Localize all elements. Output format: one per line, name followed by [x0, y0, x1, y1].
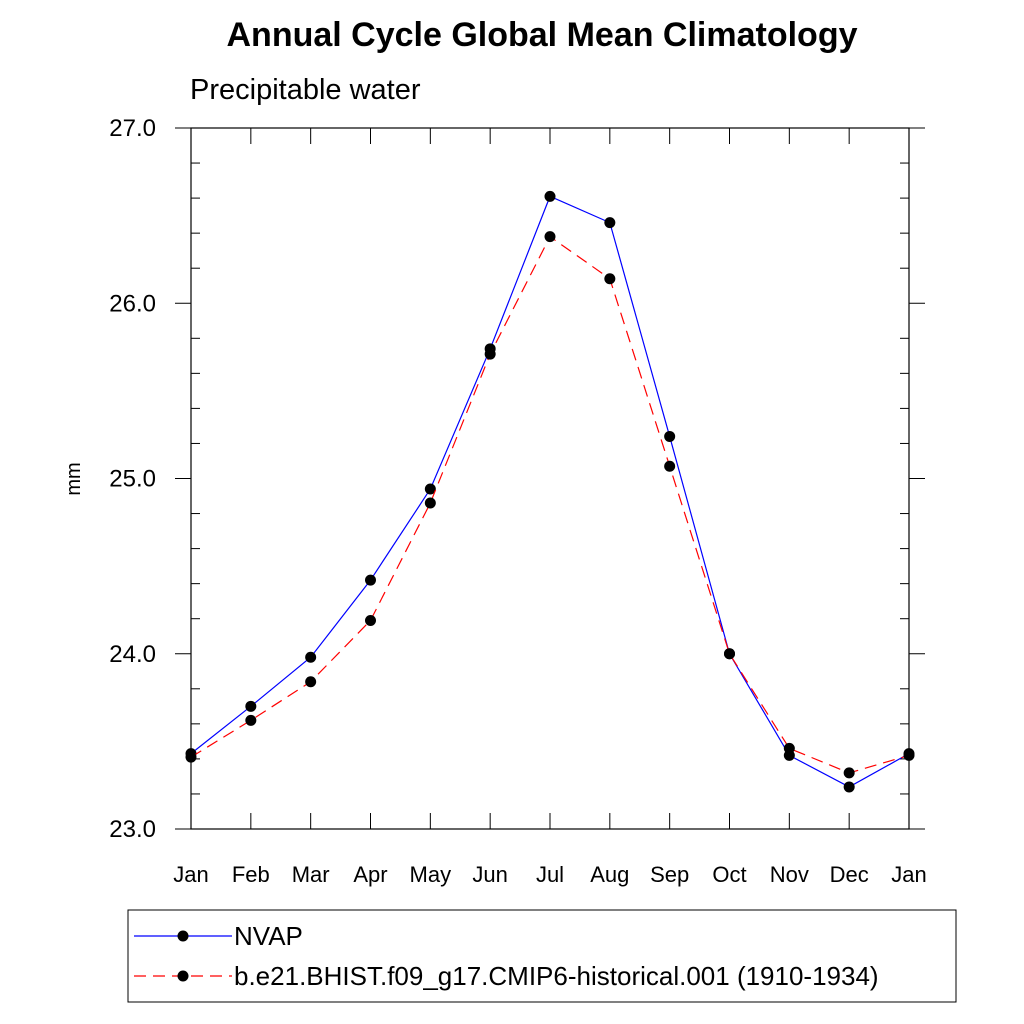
x-tick-label: Feb — [232, 862, 270, 887]
x-tick-label: Jun — [472, 862, 507, 887]
series-1-point — [544, 231, 556, 243]
series-1-point — [305, 676, 317, 688]
x-tick-label: Jan — [173, 862, 208, 887]
y-tick-label: 23.0 — [109, 816, 156, 843]
series-1-point — [664, 460, 676, 472]
chart-subtitle: Precipitable water — [190, 74, 421, 106]
legend-box — [127, 909, 957, 1003]
series-1-point — [365, 614, 376, 626]
series-1-point — [783, 742, 795, 754]
series-0-point — [365, 574, 376, 586]
legend-marker-1 — [177, 970, 189, 982]
series-0-point — [604, 217, 616, 229]
series-1-point — [604, 273, 616, 285]
x-tick-label: Sep — [650, 862, 689, 887]
series-0-point — [424, 483, 436, 495]
series-0-point — [664, 430, 676, 442]
chart-title: Annual Cycle Global Mean Climatology — [227, 16, 858, 54]
legend: NVAP b.e21.BHIST.f09_g17.CMIP6-historical… — [134, 921, 879, 991]
y-tick-label: 24.0 — [109, 641, 156, 668]
series-0-point — [305, 651, 317, 663]
x-tick-label: Aug — [590, 862, 629, 887]
series-1-point — [245, 714, 257, 726]
y-tick-label: 25.0 — [109, 466, 156, 493]
series-0-point — [544, 190, 556, 202]
x-tick-label: Mar — [292, 862, 330, 887]
series-1-point — [843, 767, 855, 779]
series-1-point — [424, 497, 436, 509]
legend-marker-0 — [177, 930, 189, 942]
series-1-point — [185, 751, 197, 763]
x-tick-label: Nov — [770, 862, 809, 887]
y-axis-label: mm — [63, 462, 85, 495]
legend-label-0: NVAP — [234, 921, 303, 951]
axis-ticks: Jan Feb Mar Apr May Jun Jul Aug Sep Oct Nov Dec Jan 2… — [109, 115, 926, 887]
x-tick-label: Dec — [830, 862, 869, 887]
y-tick-label: 27.0 — [109, 115, 156, 142]
series-1-point — [484, 348, 496, 360]
series-1-point — [903, 749, 915, 761]
series-line-0 — [190, 195, 910, 788]
series-line-1 — [190, 235, 910, 774]
x-tick-label: Oct — [712, 862, 746, 887]
series-layer — [185, 190, 915, 793]
x-tick-label: Jul — [536, 862, 564, 887]
x-tick-label: Jan — [891, 862, 926, 887]
legend-label-1: b.e21.BHIST.f09_g17.CMIP6-historical.001… — [234, 961, 879, 991]
series-0-point — [245, 700, 257, 712]
series-1-point — [724, 648, 735, 660]
x-tick-label: May — [410, 862, 452, 887]
series-0-point — [843, 781, 855, 793]
y-tick-label: 26.0 — [109, 290, 156, 317]
x-tick-label: Apr — [353, 862, 387, 887]
